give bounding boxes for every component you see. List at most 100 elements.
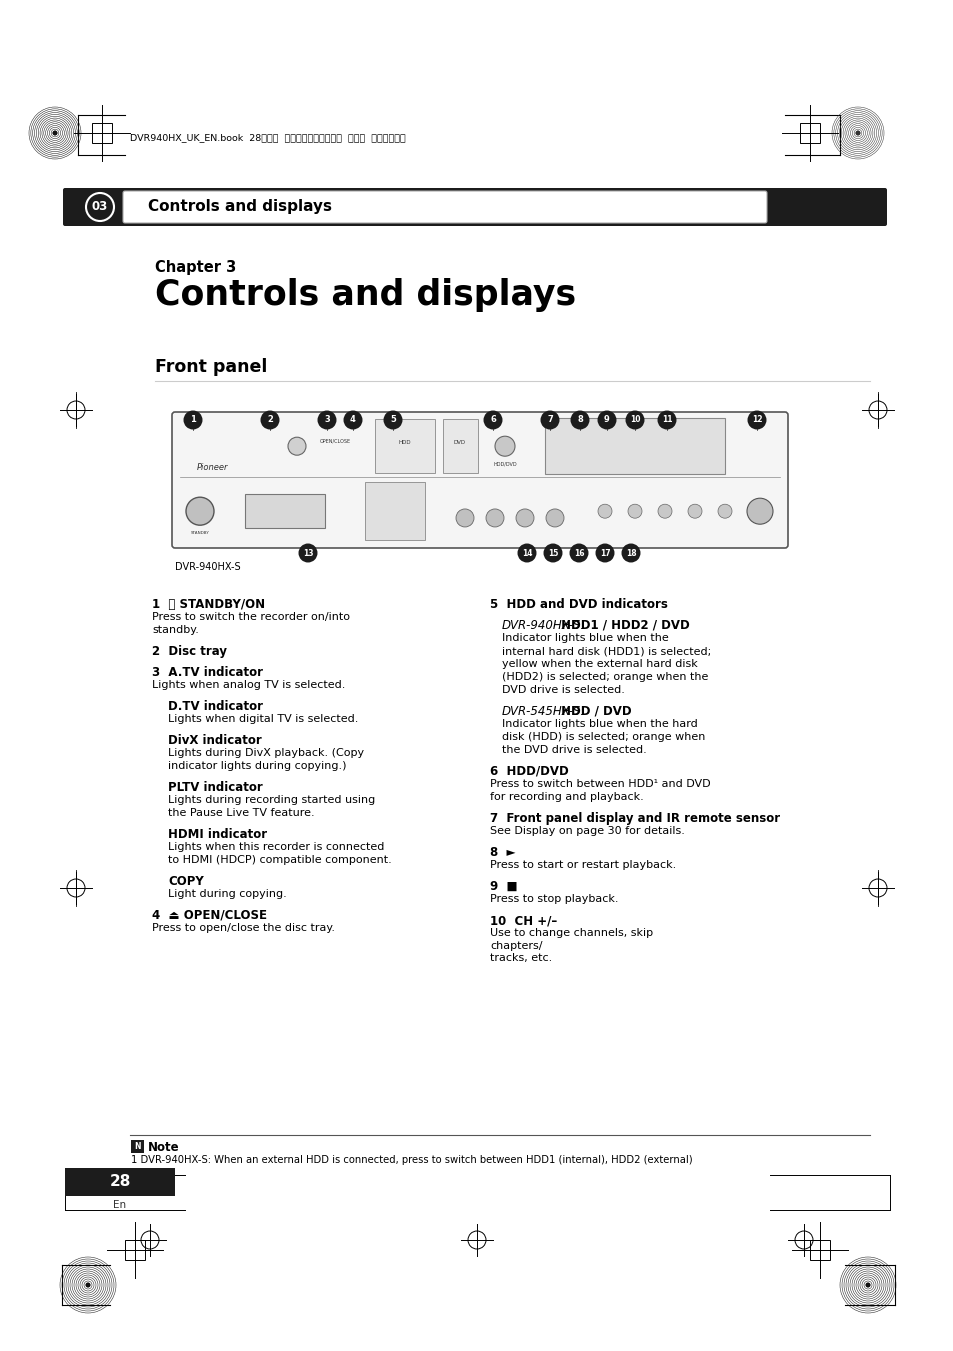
- Circle shape: [625, 411, 644, 430]
- Circle shape: [746, 499, 772, 524]
- Text: Pioneer: Pioneer: [196, 463, 229, 473]
- Text: internal hard disk (HDD1) is selected;: internal hard disk (HDD1) is selected;: [501, 646, 711, 657]
- Text: 9: 9: [603, 416, 609, 424]
- Text: for recording and playback.: for recording and playback.: [490, 792, 643, 802]
- Circle shape: [657, 411, 676, 430]
- Text: 1: 1: [190, 416, 195, 424]
- Text: 10: 10: [629, 416, 639, 424]
- Text: 8: 8: [577, 416, 582, 424]
- Text: the DVD drive is selected.: the DVD drive is selected.: [501, 744, 646, 755]
- Text: 2: 2: [267, 416, 273, 424]
- Text: HDD / DVD: HDD / DVD: [556, 705, 631, 717]
- Text: 7  Front panel display and IR remote sensor: 7 Front panel display and IR remote sens…: [490, 812, 780, 825]
- Bar: [442, 419, 477, 473]
- Bar: [65, 1169, 174, 1196]
- Text: 13: 13: [302, 549, 313, 558]
- Text: Chapter 3: Chapter 3: [154, 259, 236, 276]
- Text: Press to switch between HDD¹ and DVD: Press to switch between HDD¹ and DVD: [490, 780, 710, 789]
- Text: 28: 28: [110, 1174, 131, 1189]
- Circle shape: [595, 543, 614, 562]
- Text: 3: 3: [324, 416, 330, 424]
- Circle shape: [456, 509, 474, 527]
- Bar: [125, 1240, 145, 1260]
- Circle shape: [495, 436, 515, 457]
- Text: Note: Note: [148, 1142, 179, 1154]
- Text: Press to stop playback.: Press to stop playback.: [490, 894, 618, 904]
- Bar: [91, 123, 112, 143]
- Text: DVD: DVD: [454, 439, 466, 444]
- Text: HDD: HDD: [398, 439, 411, 444]
- Text: DVR940HX_UK_EN.book  28ページ  ２００６年７月１２日  水曜日  午後４時５分: DVR940HX_UK_EN.book 28ページ ２００６年７月１２日 水曜日…: [130, 134, 405, 142]
- Text: the Pause Live TV feature.: the Pause Live TV feature.: [168, 808, 314, 817]
- Text: Light during copying.: Light during copying.: [168, 889, 287, 898]
- Circle shape: [260, 411, 279, 430]
- Bar: [544, 417, 724, 474]
- Text: 5  HDD and DVD indicators: 5 HDD and DVD indicators: [490, 598, 667, 611]
- Text: STANDBY: STANDBY: [191, 531, 210, 535]
- Text: disk (HDD) is selected; orange when: disk (HDD) is selected; orange when: [501, 732, 704, 742]
- Bar: [245, 494, 325, 528]
- Text: HDMI indicator: HDMI indicator: [168, 828, 267, 842]
- Circle shape: [183, 411, 202, 430]
- Circle shape: [52, 131, 57, 135]
- Text: standby.: standby.: [152, 626, 198, 635]
- Text: N: N: [134, 1142, 141, 1151]
- Circle shape: [343, 411, 362, 430]
- Circle shape: [317, 411, 336, 430]
- Circle shape: [569, 543, 588, 562]
- Text: 12: 12: [751, 416, 761, 424]
- Text: PLTV indicator: PLTV indicator: [168, 781, 262, 794]
- Text: DVR-940HX-S:: DVR-940HX-S:: [501, 619, 585, 632]
- Text: 03: 03: [91, 200, 108, 213]
- Circle shape: [288, 438, 306, 455]
- Text: chapters/
tracks, etc.: chapters/ tracks, etc.: [490, 942, 552, 963]
- Text: Lights during DivX playback. (Copy: Lights during DivX playback. (Copy: [168, 748, 364, 758]
- FancyBboxPatch shape: [123, 190, 766, 223]
- Circle shape: [543, 543, 562, 562]
- Text: DVD drive is selected.: DVD drive is selected.: [501, 685, 624, 694]
- Bar: [809, 1240, 829, 1260]
- Text: (HDD2) is selected; orange when the: (HDD2) is selected; orange when the: [501, 671, 708, 682]
- Text: and DVD.: and DVD.: [131, 1169, 178, 1178]
- FancyBboxPatch shape: [172, 412, 787, 549]
- Text: 11: 11: [661, 416, 672, 424]
- Circle shape: [747, 504, 761, 519]
- Text: DivX indicator: DivX indicator: [168, 734, 261, 747]
- Text: 14: 14: [521, 549, 532, 558]
- Circle shape: [627, 504, 641, 519]
- Text: Controls and displays: Controls and displays: [148, 200, 332, 215]
- Text: 6: 6: [490, 416, 496, 424]
- Circle shape: [186, 497, 213, 526]
- Text: See Display on page 30 for details.: See Display on page 30 for details.: [490, 825, 684, 836]
- Text: HDD/DVD: HDD/DVD: [493, 461, 517, 466]
- Text: Press to open/close the disc tray.: Press to open/close the disc tray.: [152, 923, 335, 934]
- Circle shape: [86, 193, 113, 222]
- Bar: [375, 419, 435, 473]
- Text: 3  A.TV indicator: 3 A.TV indicator: [152, 666, 263, 680]
- Text: 15: 15: [547, 549, 558, 558]
- Circle shape: [545, 509, 563, 527]
- Text: 10  CH +/–: 10 CH +/–: [490, 915, 557, 927]
- Text: Front panel: Front panel: [154, 358, 267, 376]
- Circle shape: [620, 543, 639, 562]
- Text: HDD1 / HDD2 / DVD: HDD1 / HDD2 / DVD: [556, 619, 689, 632]
- Text: OPEN/CLOSE: OPEN/CLOSE: [319, 439, 351, 443]
- Text: 9  ■: 9 ■: [490, 880, 517, 893]
- Circle shape: [747, 411, 765, 430]
- Text: D.TV indicator: D.TV indicator: [168, 700, 263, 713]
- Text: 2  Disc tray: 2 Disc tray: [152, 644, 227, 658]
- Text: 16: 16: [573, 549, 583, 558]
- Text: En: En: [113, 1200, 127, 1210]
- Circle shape: [597, 411, 616, 430]
- Text: Indicator lights blue when the hard: Indicator lights blue when the hard: [501, 719, 697, 730]
- Text: Lights when digital TV is selected.: Lights when digital TV is selected.: [168, 713, 358, 724]
- Bar: [800, 123, 820, 143]
- Text: 7: 7: [547, 416, 553, 424]
- Text: Use to change channels, skip: Use to change channels, skip: [490, 928, 653, 938]
- Text: 4  ⏏ OPEN/CLOSE: 4 ⏏ OPEN/CLOSE: [152, 909, 267, 921]
- Text: 8  ►: 8 ►: [490, 846, 515, 859]
- Text: Lights during recording started using: Lights during recording started using: [168, 794, 375, 805]
- FancyBboxPatch shape: [63, 188, 886, 226]
- Circle shape: [864, 1282, 869, 1288]
- Circle shape: [598, 504, 612, 519]
